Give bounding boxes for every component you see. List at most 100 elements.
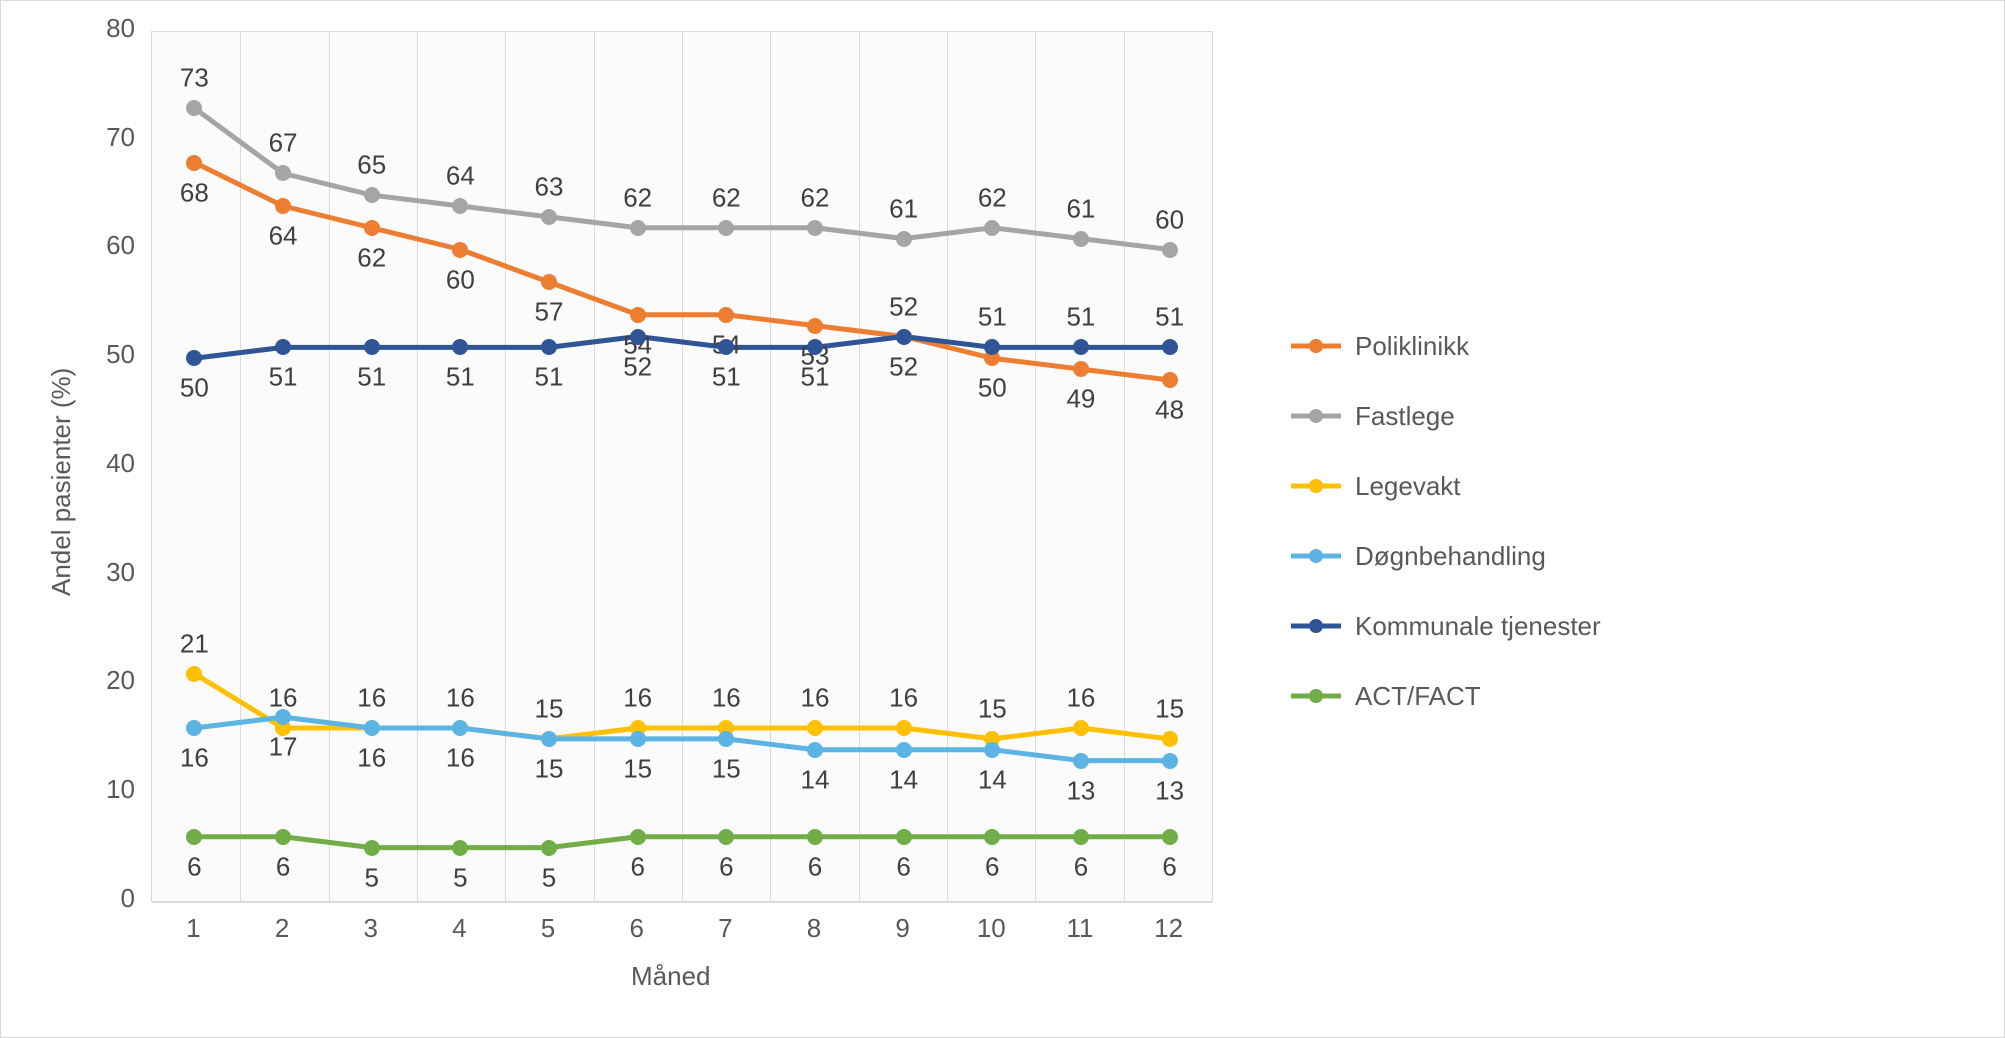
x-tick-label: 10 (977, 913, 1006, 944)
data-label: 62 (623, 182, 652, 213)
marker (630, 307, 646, 323)
data-label: 5 (364, 862, 378, 893)
legend-label: ACT/FACT (1355, 681, 1481, 712)
marker (452, 720, 468, 736)
data-label: 51 (1066, 302, 1095, 333)
data-label: 51 (712, 362, 741, 393)
grid-line (682, 32, 683, 902)
marker (1162, 829, 1178, 845)
data-label: 6 (1162, 851, 1176, 882)
data-label: 52 (889, 351, 918, 382)
data-label: 62 (712, 182, 741, 213)
legend-swatch (1291, 661, 1341, 731)
marker (186, 350, 202, 366)
legend-swatch (1291, 451, 1341, 521)
data-label: 14 (889, 764, 918, 795)
legend-item: Fastlege (1291, 381, 1601, 451)
data-label: 63 (535, 171, 564, 202)
marker (1073, 339, 1089, 355)
data-label: 51 (801, 362, 830, 393)
data-label: 60 (446, 264, 475, 295)
chart-frame: 6864626057545453525049487367656463626262… (0, 0, 2005, 1038)
data-label: 16 (889, 683, 918, 714)
x-tick-label: 11 (1066, 913, 1093, 944)
y-tick-label: 0 (121, 883, 135, 914)
data-label: 17 (269, 732, 298, 763)
data-label: 50 (180, 373, 209, 404)
data-label: 64 (446, 161, 475, 192)
x-tick-label: 12 (1154, 913, 1183, 944)
marker (630, 829, 646, 845)
marker (1073, 753, 1089, 769)
y-tick-label: 40 (106, 448, 135, 479)
data-label: 15 (1155, 693, 1184, 724)
marker (452, 840, 468, 856)
data-label: 51 (978, 302, 1007, 333)
legend-label: Fastlege (1355, 401, 1455, 432)
marker (807, 742, 823, 758)
marker (718, 220, 734, 236)
data-label: 62 (357, 242, 386, 273)
marker (1073, 231, 1089, 247)
marker (630, 731, 646, 747)
marker (186, 666, 202, 682)
marker (186, 720, 202, 736)
data-label: 6 (985, 851, 999, 882)
y-tick-label: 20 (106, 665, 135, 696)
grid-line (505, 32, 506, 902)
marker (807, 339, 823, 355)
x-tick-label: 9 (895, 913, 909, 944)
data-label: 16 (801, 683, 830, 714)
marker (718, 307, 734, 323)
y-tick-label: 10 (106, 774, 135, 805)
data-label: 16 (446, 683, 475, 714)
data-label: 14 (978, 764, 1007, 795)
data-label: 51 (357, 362, 386, 393)
data-label: 51 (269, 362, 298, 393)
x-tick-label: 5 (541, 913, 555, 944)
data-label: 57 (535, 297, 564, 328)
marker (807, 829, 823, 845)
data-label: 16 (357, 743, 386, 774)
data-label: 61 (1066, 193, 1095, 224)
data-label: 14 (801, 764, 830, 795)
marker (1162, 731, 1178, 747)
data-label: 52 (889, 291, 918, 322)
data-label: 13 (1155, 775, 1184, 806)
y-axis-title: Andel pasienter (%) (46, 368, 77, 596)
legend: PoliklinikkFastlegeLegevaktDøgnbehandlin… (1291, 311, 1601, 731)
marker (1162, 242, 1178, 258)
marker (896, 329, 912, 345)
grid-line (947, 32, 948, 902)
marker (984, 339, 1000, 355)
grid-line (329, 32, 330, 902)
data-label: 16 (712, 683, 741, 714)
marker (1162, 339, 1178, 355)
marker (364, 187, 380, 203)
y-tick-label: 30 (106, 557, 135, 588)
data-label: 6 (276, 851, 290, 882)
marker (364, 840, 380, 856)
data-label: 21 (180, 628, 209, 659)
data-label: 73 (180, 63, 209, 94)
marker (541, 339, 557, 355)
marker (186, 155, 202, 171)
marker (984, 829, 1000, 845)
marker (718, 731, 734, 747)
legend-item: Døgnbehandling (1291, 521, 1601, 591)
data-label: 52 (623, 351, 652, 382)
data-label: 6 (187, 851, 201, 882)
marker (718, 829, 734, 845)
marker (807, 220, 823, 236)
data-label: 16 (446, 743, 475, 774)
data-label: 5 (542, 862, 556, 893)
marker (630, 329, 646, 345)
y-tick-label: 70 (106, 122, 135, 153)
grid-line (417, 32, 418, 902)
marker (1073, 720, 1089, 736)
legend-item: Kommunale tjenester (1291, 591, 1601, 661)
data-label: 16 (357, 683, 386, 714)
marker (1162, 753, 1178, 769)
grid-line (240, 32, 241, 902)
marker (452, 198, 468, 214)
